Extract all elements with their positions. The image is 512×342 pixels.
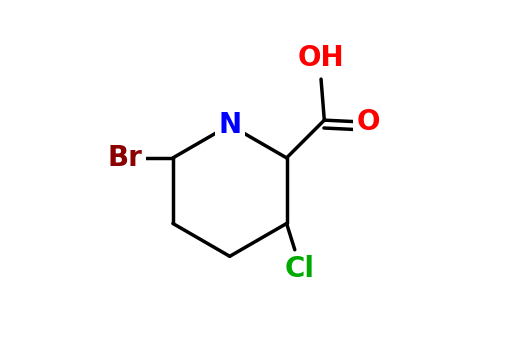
Text: Cl: Cl	[285, 255, 315, 284]
Text: N: N	[218, 111, 241, 139]
Text: O: O	[356, 108, 380, 136]
Text: Br: Br	[108, 144, 143, 172]
Text: OH: OH	[297, 44, 345, 72]
